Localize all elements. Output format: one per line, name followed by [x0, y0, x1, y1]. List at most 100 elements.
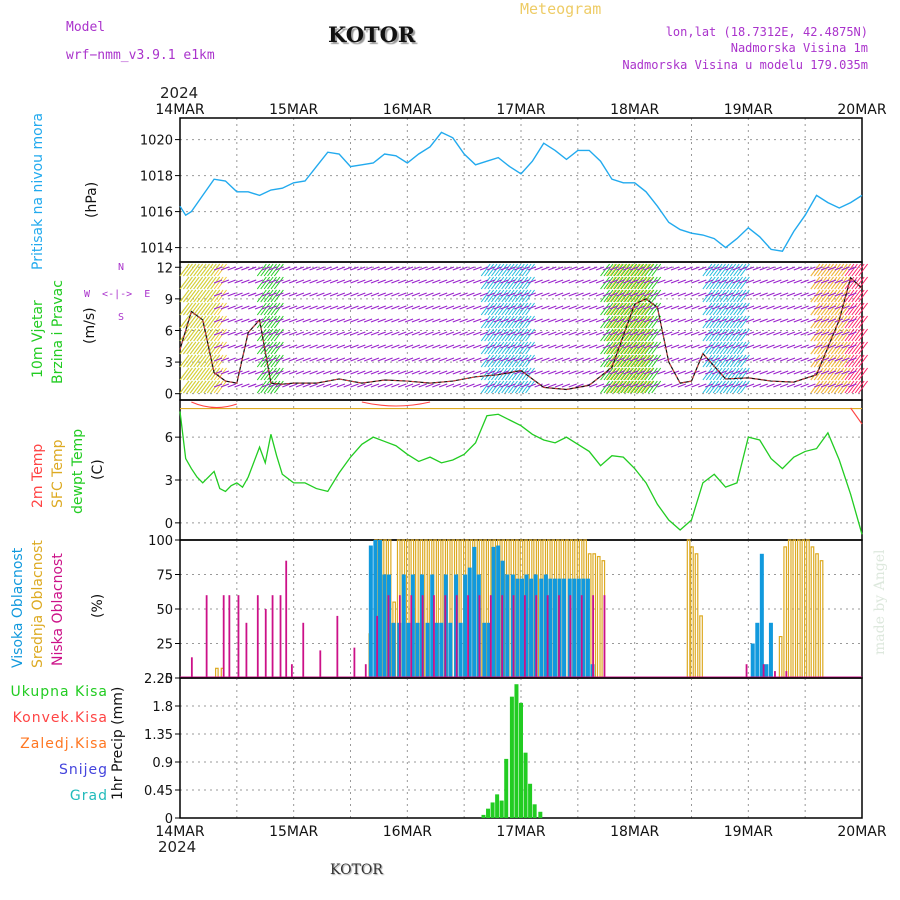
wind-barb — [196, 354, 207, 368]
wind-arrow — [664, 370, 673, 375]
wind-barb — [726, 380, 737, 394]
wind-arrow — [411, 305, 421, 310]
wind-barb — [525, 289, 535, 303]
wind-barb — [606, 289, 617, 303]
wind-arrow — [479, 266, 489, 271]
wind-arrow — [288, 383, 298, 388]
wind-arrow — [329, 292, 339, 297]
wind-barb — [606, 328, 617, 342]
wind-arrow — [288, 279, 298, 284]
wind-barb — [636, 354, 647, 368]
cloud-bar — [512, 595, 515, 678]
wind-arrow — [609, 344, 618, 349]
wind-arrow — [336, 344, 346, 349]
wind-arrow — [732, 370, 741, 375]
wind-barb — [613, 263, 624, 277]
wind-arrow — [466, 305, 475, 310]
wind-arrow — [732, 292, 741, 297]
wind-arrow — [548, 357, 557, 362]
wind-arrow — [336, 266, 346, 271]
wind-arrow — [316, 357, 325, 362]
wind-barb — [620, 276, 631, 290]
cloud-bar — [415, 622, 420, 678]
wind-barb — [186, 263, 197, 277]
wind-barb — [813, 315, 824, 329]
wind-arrow — [302, 370, 311, 375]
wind-arrow — [793, 292, 803, 297]
wind-arrow — [500, 331, 509, 336]
cloud-bar — [439, 622, 444, 678]
wind-arrow — [357, 305, 366, 310]
wind-arrow — [247, 318, 257, 323]
wind-barb — [603, 341, 614, 355]
wind-arrow — [384, 318, 393, 323]
wind-barb — [716, 315, 726, 329]
wind-arrow — [616, 279, 625, 284]
cloud-bar — [410, 574, 415, 678]
wind-barb — [636, 380, 647, 394]
wind-barb — [637, 263, 648, 277]
wind-arrow — [493, 305, 502, 310]
wind-arrow — [554, 370, 564, 375]
wind-arrow — [718, 331, 727, 336]
wind-arrow — [309, 344, 318, 349]
wind-arrow — [268, 370, 277, 375]
wind-arrow — [513, 305, 523, 310]
wind-barb — [624, 315, 634, 329]
wind-barb — [622, 354, 633, 368]
wind-arrow — [616, 266, 625, 271]
wind-arrow — [814, 331, 823, 336]
wind-arrow — [343, 305, 352, 310]
wind-barb — [705, 341, 716, 355]
wind-barb — [206, 302, 217, 316]
wind-barb — [508, 367, 518, 381]
wind-barb — [203, 380, 214, 394]
wind-barb — [514, 328, 525, 342]
wind-barb — [613, 276, 624, 290]
wind-arrow — [404, 305, 414, 310]
wind-arrow — [718, 305, 727, 310]
wind-arrow — [800, 292, 809, 297]
wind-barb — [643, 289, 654, 303]
wind-arrow — [800, 318, 809, 323]
temp-2m-line — [191, 401, 863, 425]
wind-arrow — [568, 357, 577, 362]
wind-arrow — [411, 370, 421, 375]
wind-barb — [729, 276, 740, 290]
wind-arrow — [357, 357, 366, 362]
wind-barb — [851, 380, 862, 394]
wind-barb — [827, 341, 838, 355]
wind-arrow — [561, 292, 571, 297]
wind-barb — [179, 354, 190, 368]
wind-barb — [617, 302, 628, 316]
wind-arrow — [623, 292, 632, 297]
wind-barb — [497, 328, 508, 342]
wind-arrow — [227, 318, 236, 323]
wind-barb — [736, 328, 747, 342]
wind-barb — [624, 289, 634, 303]
wind-arrow — [704, 305, 714, 310]
wind-arrow — [548, 279, 557, 284]
wind-arrow — [370, 266, 380, 271]
wind-arrow — [541, 318, 550, 323]
wind-barb — [841, 341, 851, 355]
wind-barb — [487, 289, 498, 303]
wind-arrow — [227, 383, 236, 388]
wind-arrow — [384, 344, 393, 349]
wind-barb — [491, 380, 501, 394]
wind-barb — [739, 289, 750, 303]
precip-bar — [519, 702, 523, 818]
wind-arrow — [786, 344, 796, 349]
wind-arrow — [800, 344, 809, 349]
wind-arrow — [302, 331, 311, 336]
wind-arrow — [561, 266, 571, 271]
wind-barb — [200, 302, 210, 316]
wind-barb — [820, 289, 831, 303]
wind-arrow — [282, 344, 291, 349]
wind-barb — [647, 289, 658, 303]
wind-arrow — [363, 357, 373, 362]
wind-barb — [480, 302, 491, 316]
wind-arrow — [527, 292, 537, 297]
wind-arrow — [541, 331, 550, 336]
wind-barb — [716, 276, 726, 290]
